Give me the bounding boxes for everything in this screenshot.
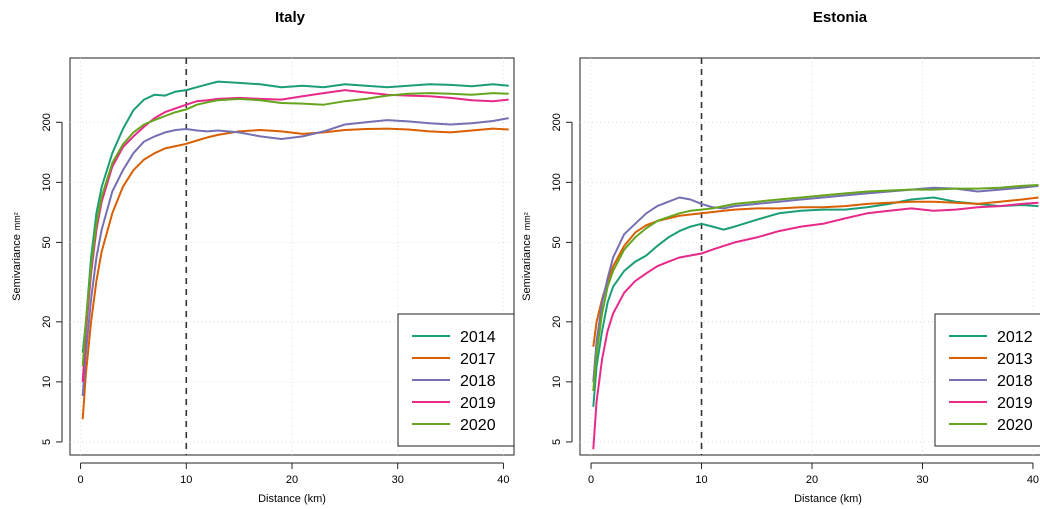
y-axis-label: Semivariance mm² [11, 212, 23, 301]
chart-estonia: 0 10 20 30 40 5 10 20 50 100 200 Estonia Distance … [521, 9, 1040, 505]
series-line-2018 [592, 184, 1039, 382]
x-axis-label: Distance (km) [794, 493, 862, 505]
legend-label: 2019 [997, 395, 1033, 412]
series-lines [81, 80, 509, 420]
series-line-2019 [592, 201, 1039, 450]
y-tick-label: 5 [551, 439, 563, 445]
legend-label: 2017 [460, 351, 496, 368]
x-tick-label: 20 [286, 474, 298, 486]
series-line-2014 [81, 80, 509, 353]
axes: 0 10 20 30 40 5 10 20 50 100 200 [551, 113, 1039, 486]
x-tick-label: 0 [78, 474, 84, 486]
y-tick-label: 100 [41, 173, 53, 191]
x-tick-label: 40 [1027, 474, 1039, 486]
x-tick-label: 40 [497, 474, 509, 486]
legend-label: 2019 [460, 395, 496, 412]
legend-label: 2014 [460, 329, 496, 346]
y-tick-label: 20 [41, 316, 53, 328]
series-line-2018 [81, 117, 509, 397]
x-axis-label: Distance (km) [258, 493, 326, 505]
series-line-2020 [592, 184, 1039, 392]
y-tick-label: 5 [41, 439, 53, 445]
series-line-2019 [81, 89, 509, 382]
grid [580, 58, 1040, 455]
series-lines [592, 184, 1039, 450]
series-line-2012 [592, 196, 1039, 407]
legend-label: 2012 [997, 329, 1033, 346]
legend-label: 2020 [997, 417, 1033, 434]
y-axis-label: Semivariance mm² [521, 212, 533, 301]
chart-title: Estonia [813, 9, 868, 26]
y-tick-label: 100 [551, 173, 563, 191]
x-tick-label: 0 [588, 474, 594, 486]
legend-label: 2018 [460, 373, 496, 390]
chart-italy: 0 10 20 30 40 5 10 20 50 100 200 Italy Distance (k… [11, 9, 515, 505]
legend-label: 2013 [997, 351, 1033, 368]
y-axis-label-text: Semivariance [11, 234, 23, 301]
y-axis-label-unit: mm² [12, 212, 22, 230]
y-tick-label: 20 [551, 316, 563, 328]
x-tick-label: 30 [916, 474, 928, 486]
y-tick-label: 10 [551, 376, 563, 388]
y-axis-label-unit: mm² [522, 212, 532, 230]
series-line-2013 [592, 196, 1039, 347]
y-axis-label-text: Semivariance [521, 234, 533, 301]
y-tick-label: 200 [41, 113, 53, 131]
chart-title: Italy [275, 9, 306, 26]
series-line-2017 [81, 127, 509, 420]
series-line-2020 [81, 92, 509, 367]
y-tick-label: 10 [41, 376, 53, 388]
x-tick-label: 30 [392, 474, 404, 486]
y-tick-label: 200 [551, 113, 563, 131]
legend: 2014 2017 2018 2019 2020 [397, 313, 515, 447]
y-tick-label: 50 [551, 236, 563, 248]
legend: 2012 2013 2018 2019 2020 [934, 313, 1040, 447]
y-tick-label: 50 [41, 236, 53, 248]
legend-label: 2018 [997, 373, 1033, 390]
axes: 0 10 20 30 40 5 10 20 50 100 200 [41, 113, 510, 486]
x-tick-label: 20 [806, 474, 818, 486]
x-tick-label: 10 [695, 474, 707, 486]
legend-label: 2020 [460, 417, 496, 434]
x-tick-label: 10 [180, 474, 192, 486]
